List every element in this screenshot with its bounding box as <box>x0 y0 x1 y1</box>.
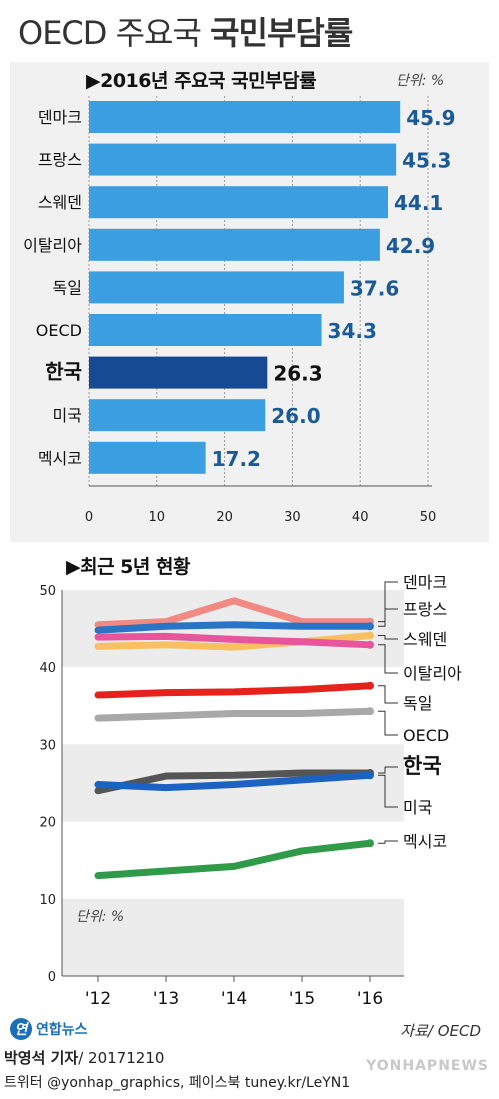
bar-category-label: 독일 <box>53 278 82 297</box>
line-y-tick-label: 40 <box>39 661 56 676</box>
line-x-tick-label: '14 <box>221 989 247 1009</box>
source-label: 자료/ OECD <box>400 1022 481 1040</box>
bar <box>89 143 397 176</box>
legend-label: 스웨덴 <box>403 630 447 649</box>
legend-leader-line <box>378 581 398 623</box>
series-line <box>94 771 374 792</box>
series-endpoint <box>366 622 374 631</box>
series-line <box>94 707 374 722</box>
series-line <box>94 632 374 649</box>
page-title: OECD 주요국 국민부담률 <box>18 8 353 54</box>
series-line <box>94 682 374 699</box>
band-0-10 <box>62 898 404 976</box>
legend-leader-line <box>378 710 398 736</box>
bar <box>89 399 266 432</box>
series-endpoint <box>366 631 374 640</box>
line-x-tick-label: '13 <box>153 989 179 1009</box>
series-endpoint <box>366 681 374 690</box>
bar <box>89 186 388 219</box>
logo-mark: 연 <box>10 1018 32 1040</box>
legend-leader-line <box>378 774 398 808</box>
series-line <box>94 769 374 795</box>
line-y-tick-label: 0 <box>48 970 56 985</box>
bar-x-tick-label: 0 <box>85 510 93 525</box>
legend-leader-line <box>378 608 398 627</box>
legend-leader-line <box>378 635 398 640</box>
line-x-tick-label: '16 <box>357 989 383 1009</box>
legend-leader-line <box>378 685 398 704</box>
yonhap-logo: 연 연합뉴스 <box>10 1016 88 1042</box>
bar <box>89 228 380 261</box>
bar-value-label: 17.2 <box>212 447 261 471</box>
bar-value-label: 45.9 <box>406 106 455 130</box>
title-light: OECD 주요국 <box>18 14 202 52</box>
series-endpoint <box>366 707 374 716</box>
bar-value-label: 42.9 <box>386 234 435 258</box>
legend-label: 독일 <box>403 694 432 713</box>
logo-text: 연합뉴스 <box>36 1022 88 1038</box>
legend-label: 덴마크 <box>403 573 447 592</box>
title-bold: 국민부담률 <box>210 14 353 52</box>
bar-category-label: 미국 <box>53 406 82 425</box>
bar-x-tick-label: 40 <box>352 510 369 525</box>
series-endpoint <box>366 640 374 649</box>
bar <box>89 271 344 304</box>
sns-credit: 트위터 @yonhap_graphics, 페이스북 tuney.kr/LeYN… <box>4 1075 351 1091</box>
series-endpoint <box>366 839 374 848</box>
legend-label: 한국 <box>403 754 442 778</box>
reporter-name: 박영석 기자 <box>4 1049 79 1067</box>
bar-category-label: 멕시코 <box>38 449 82 468</box>
series-line <box>94 621 374 634</box>
legend-leader-line <box>378 644 398 674</box>
bar <box>89 101 401 133</box>
bar-category-label: 스웨덴 <box>38 193 82 212</box>
credit-date: / 20171210 <box>78 1049 165 1067</box>
legend-label: 미국 <box>403 798 432 817</box>
line-x-tick-label: '12 <box>85 989 111 1009</box>
bar-value-label: 45.3 <box>402 149 451 173</box>
bar-chart-title: ▶2016년 주요국 국민부담률 <box>86 70 317 92</box>
bar-value-label: 44.1 <box>394 191 443 215</box>
bar <box>89 356 268 389</box>
bar-category-label: 덴마크 <box>38 108 82 127</box>
line-chart-unit: 단위: % <box>76 909 125 925</box>
bar <box>89 314 322 346</box>
bar-category-label: 이탈리아 <box>23 236 82 255</box>
bar-x-tick-label: 20 <box>216 510 233 525</box>
legend-leader-line <box>378 840 398 844</box>
bar-x-tick-label: 50 <box>420 510 437 525</box>
legend-label: 프랑스 <box>403 600 447 619</box>
line-y-tick-label: 20 <box>39 816 56 831</box>
legend-label: 이탈리아 <box>403 664 462 683</box>
series-line <box>94 839 374 880</box>
bar-value-label: 26.3 <box>273 362 322 386</box>
line-y-tick-label: 30 <box>39 738 56 753</box>
bar-x-tick-label: 10 <box>149 510 166 525</box>
line-y-tick-label: 10 <box>39 893 56 908</box>
bar-value-label: 26.0 <box>271 404 320 428</box>
bar-category-label: OECD <box>36 321 82 340</box>
line-x-tick-label: '15 <box>289 989 315 1009</box>
bar-chart-unit: 단위: % <box>396 73 445 89</box>
line-y-tick-label: 50 <box>39 584 56 599</box>
legend-leader-line <box>378 766 398 774</box>
series-line <box>94 597 374 629</box>
bar-value-label: 34.3 <box>328 319 377 343</box>
watermark: YONHAPNEWS <box>366 1058 489 1074</box>
line-chart-title: ▶최근 5년 현황 <box>66 556 190 578</box>
legend-label: 멕시코 <box>403 832 447 851</box>
bar-value-label: 37.6 <box>350 276 399 300</box>
bar <box>89 441 206 474</box>
legend-label: OECD <box>403 726 449 745</box>
bar-x-tick-label: 30 <box>284 510 301 525</box>
bar-category-label: 한국 <box>45 360 82 384</box>
bar-category-label: 프랑스 <box>38 151 82 170</box>
series-endpoint <box>366 771 374 780</box>
reporter-credit: 박영석 기자/ 20171210 <box>4 1047 164 1068</box>
